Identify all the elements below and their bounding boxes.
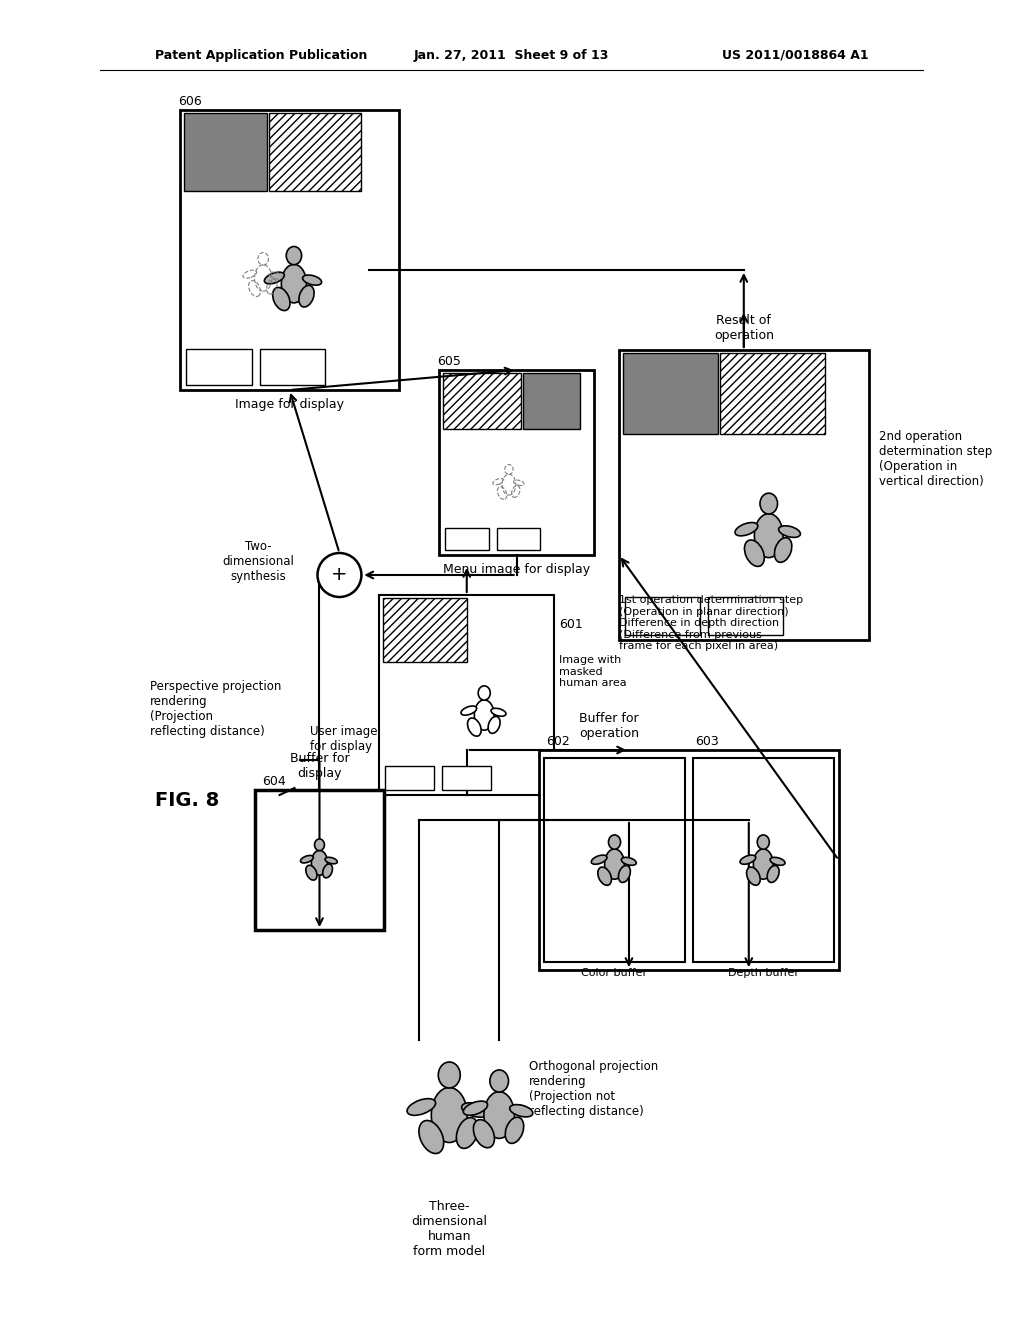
Ellipse shape — [618, 866, 631, 883]
Bar — [497, 528, 540, 550]
Text: Depth buffer: Depth buffer — [728, 968, 799, 978]
Ellipse shape — [591, 855, 607, 865]
Ellipse shape — [264, 272, 285, 284]
Bar — [618, 350, 868, 640]
Text: 601: 601 — [559, 619, 583, 631]
Ellipse shape — [744, 540, 764, 566]
Text: FIG. 8: FIG. 8 — [155, 791, 219, 809]
Bar — [183, 114, 267, 191]
Ellipse shape — [478, 686, 490, 700]
Ellipse shape — [474, 700, 495, 730]
Ellipse shape — [300, 855, 313, 863]
Text: Orthogonal projection
rendering
(Projection not
reflecting distance): Orthogonal projection rendering (Project… — [529, 1060, 658, 1118]
Bar — [439, 370, 594, 554]
Ellipse shape — [468, 718, 481, 737]
Ellipse shape — [431, 1088, 467, 1143]
Bar — [623, 352, 718, 434]
Ellipse shape — [325, 857, 337, 863]
Text: +: + — [331, 565, 348, 585]
Text: US 2011/0018864 A1: US 2011/0018864 A1 — [722, 49, 868, 62]
Text: Buffer for
operation: Buffer for operation — [579, 711, 639, 741]
Ellipse shape — [735, 523, 758, 536]
Ellipse shape — [754, 849, 773, 879]
Text: 604: 604 — [262, 775, 287, 788]
Text: 606: 606 — [178, 95, 202, 108]
Bar — [708, 597, 782, 635]
Ellipse shape — [311, 850, 328, 875]
Text: 605: 605 — [437, 355, 461, 368]
Bar — [445, 528, 488, 550]
Text: Color buffer: Color buffer — [582, 968, 647, 978]
Ellipse shape — [419, 1121, 443, 1154]
Text: User image
for display: User image for display — [309, 725, 377, 752]
Text: Result of
operation: Result of operation — [714, 314, 774, 342]
Ellipse shape — [282, 264, 306, 302]
Bar — [720, 352, 824, 434]
Circle shape — [317, 553, 361, 597]
Ellipse shape — [323, 865, 333, 878]
Ellipse shape — [302, 275, 322, 285]
Ellipse shape — [462, 1102, 488, 1117]
Bar — [179, 110, 399, 389]
Ellipse shape — [473, 1119, 495, 1148]
Text: Image for display: Image for display — [236, 399, 344, 411]
Ellipse shape — [488, 717, 500, 734]
Text: Menu image for display: Menu image for display — [443, 564, 590, 576]
Ellipse shape — [740, 855, 756, 865]
Ellipse shape — [760, 494, 777, 513]
Text: Two-
dimensional
synthesis: Two- dimensional synthesis — [222, 540, 295, 583]
Text: 602: 602 — [546, 735, 570, 748]
Bar — [269, 114, 361, 191]
Bar — [383, 598, 467, 663]
Ellipse shape — [461, 706, 477, 715]
Ellipse shape — [598, 867, 611, 886]
Text: Buffer for
display: Buffer for display — [290, 752, 349, 780]
Ellipse shape — [287, 247, 302, 265]
Ellipse shape — [746, 867, 760, 886]
Ellipse shape — [604, 849, 625, 879]
Ellipse shape — [755, 513, 783, 557]
Text: 603: 603 — [695, 735, 719, 748]
Ellipse shape — [463, 1101, 487, 1115]
Bar — [255, 789, 384, 931]
Bar — [693, 758, 834, 962]
Text: Patent Application Publication: Patent Application Publication — [155, 49, 368, 62]
Bar — [544, 758, 685, 962]
Ellipse shape — [272, 288, 290, 310]
Bar — [443, 374, 520, 429]
Bar — [185, 348, 252, 385]
Bar — [625, 597, 699, 635]
Text: Jan. 27, 2011  Sheet 9 of 13: Jan. 27, 2011 Sheet 9 of 13 — [414, 49, 609, 62]
Ellipse shape — [492, 709, 506, 717]
Ellipse shape — [484, 1092, 514, 1138]
Bar — [522, 374, 580, 429]
Ellipse shape — [314, 840, 325, 850]
Ellipse shape — [489, 1071, 509, 1092]
Text: 2nd operation
determination step
(Operation in
vertical direction): 2nd operation determination step (Operat… — [879, 430, 992, 488]
Ellipse shape — [510, 1105, 532, 1117]
Bar — [259, 348, 326, 385]
Ellipse shape — [608, 836, 621, 849]
Text: 1st operation determination step
(Operation in planar direction)
Difference in d: 1st operation determination step (Operat… — [618, 595, 803, 651]
Ellipse shape — [757, 836, 769, 849]
Text: Image with
masked
human area: Image with masked human area — [559, 655, 627, 688]
Ellipse shape — [299, 285, 314, 308]
Ellipse shape — [622, 858, 636, 866]
Text: Perspective projection
rendering
(Projection
reflecting distance): Perspective projection rendering (Projec… — [150, 680, 282, 738]
Ellipse shape — [457, 1118, 478, 1148]
Ellipse shape — [767, 866, 779, 883]
Bar — [539, 750, 839, 970]
Ellipse shape — [408, 1098, 435, 1115]
Bar — [385, 766, 434, 789]
Text: Three-
dimensional
human
form model: Three- dimensional human form model — [412, 1200, 487, 1258]
Ellipse shape — [306, 866, 317, 880]
Bar — [442, 766, 492, 789]
Ellipse shape — [774, 537, 792, 562]
Ellipse shape — [778, 525, 801, 537]
Bar — [379, 595, 554, 795]
Ellipse shape — [770, 858, 785, 866]
Ellipse shape — [505, 1117, 523, 1143]
Ellipse shape — [438, 1063, 460, 1088]
